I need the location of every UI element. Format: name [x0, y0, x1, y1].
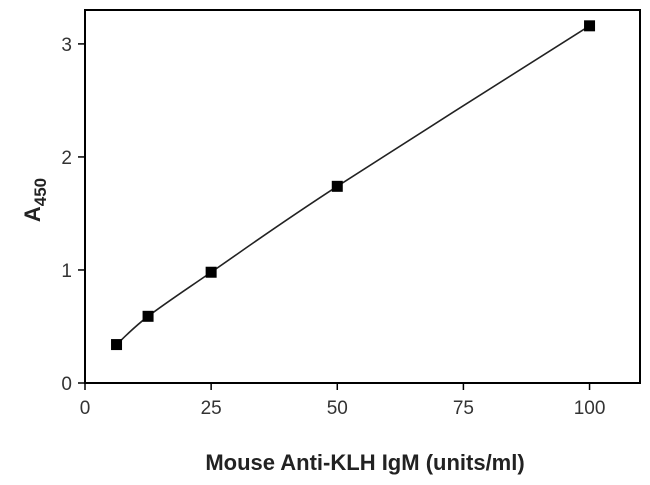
data-point — [584, 20, 596, 32]
y-axis-title: A450 — [20, 178, 50, 222]
y-axis-title-group: A450 — [20, 178, 50, 222]
x-tick-label: 25 — [201, 398, 222, 419]
plot-frame — [84, 9, 641, 384]
y-tick-label: 2 — [61, 148, 72, 169]
x-tick-label: 100 — [574, 398, 606, 419]
y-axis-title-main: A — [20, 206, 45, 222]
fit-curve — [115, 25, 590, 346]
data-point — [111, 339, 123, 351]
y-tick-label: 1 — [61, 261, 72, 282]
x-tick-label: 0 — [80, 398, 91, 419]
tick-labels: 0 25 50 75 100 0 1 2 3 — [61, 35, 605, 419]
data-point — [331, 180, 343, 192]
y-tick-label: 3 — [61, 35, 72, 56]
axis-ticks — [78, 43, 591, 390]
y-axis-title-subscript: 450 — [31, 178, 50, 206]
x-tick-label: 50 — [327, 398, 348, 419]
x-tick-label: 75 — [453, 398, 474, 419]
y-tick-label: 0 — [61, 374, 72, 395]
data-points — [111, 20, 596, 351]
data-point — [142, 310, 154, 322]
data-point — [205, 266, 217, 278]
x-axis-title: Mouse Anti-KLH IgM (units/ml) — [205, 450, 524, 475]
